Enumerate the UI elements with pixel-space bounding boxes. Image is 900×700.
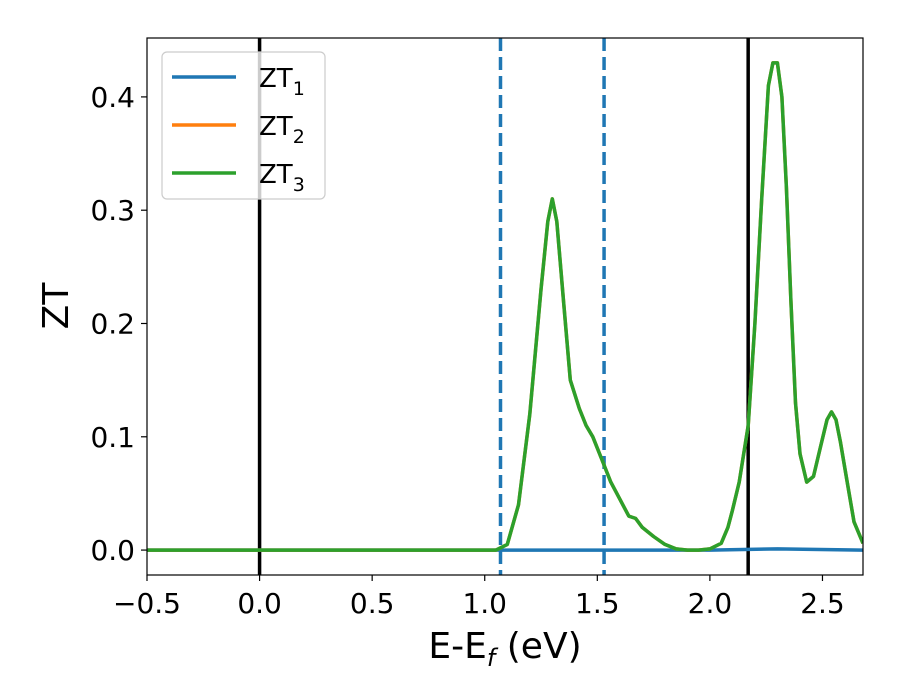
axes-frame	[146, 37, 864, 576]
plot-area	[147, 38, 863, 575]
x-tick-label: 0.0	[237, 587, 282, 620]
axis-ticks: −0.5 0.0 0.5 1.0 1.5 2.0 2.5 0.0 0.1 0.2 0.3 0.4	[90, 81, 844, 620]
legend-label-zt-1: ZT1	[259, 64, 305, 100]
x-axis-label-unit: (eV)	[495, 626, 581, 667]
y-tick-label: 0.2	[90, 307, 135, 340]
x-axis-label-main: E-E	[428, 626, 486, 667]
x-tick-label: 1.0	[462, 587, 507, 620]
x-tick-label: −0.5	[113, 587, 181, 620]
x-tick-label: 1.5	[575, 587, 620, 620]
x-tick-label: 2.0	[688, 587, 733, 620]
x-axis-label: E-Ef (eV)	[428, 626, 581, 672]
legend-label-zt-2: ZT2	[259, 112, 305, 148]
legend-label-zt-3: ZT3	[259, 160, 305, 196]
x-tick-label: 2.5	[800, 587, 845, 620]
legend-box	[161, 51, 326, 200]
y-axis-label: ZT	[36, 282, 77, 330]
y-tick-label: 0.3	[90, 194, 135, 227]
y-tick-label: 0.1	[90, 421, 135, 454]
series-line-zt-3	[147, 61, 863, 552]
y-tick-label: 0.0	[90, 534, 135, 567]
x-tick-label: 0.5	[350, 587, 395, 620]
y-tick-label: 0.4	[90, 81, 135, 114]
legend: ZT1 ZT2 ZT3	[161, 51, 326, 200]
